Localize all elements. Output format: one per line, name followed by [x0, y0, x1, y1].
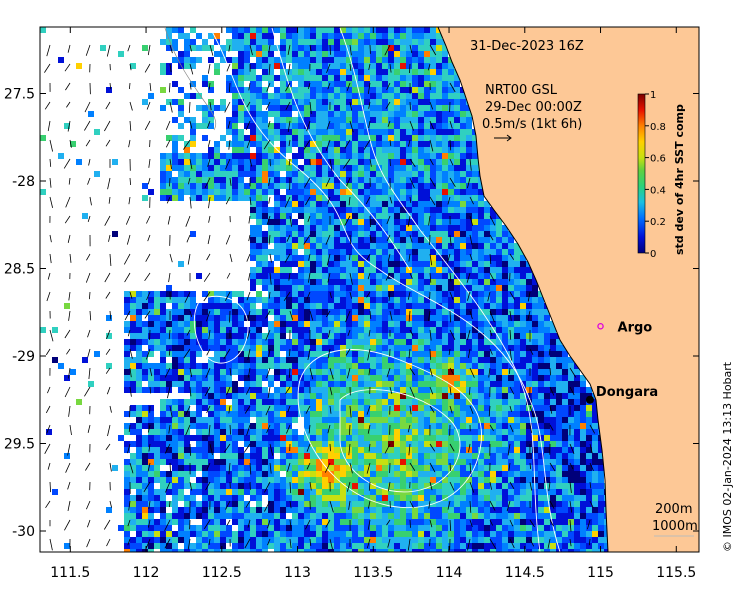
x-tick-label: 112.5	[202, 565, 242, 581]
y-axis: 27.5 -28 28.5 -29 29.5 -30	[4, 87, 699, 540]
x-tick-label: 112	[133, 565, 160, 581]
colorbar-tick-label: 1	[650, 90, 656, 101]
colorbar-gradient	[637, 93, 646, 254]
current-date: 29-Dec 00:00Z	[485, 100, 582, 115]
place-label: Dongara	[596, 385, 658, 400]
isobath-1000m: 1000m	[652, 519, 698, 534]
vector-scale-label: 0.5m/s (1kt 6h)	[482, 117, 582, 132]
colorbar-tick-label: 0.8	[650, 122, 666, 133]
colorbar-tick-label: 0.2	[650, 217, 666, 228]
x-tick-label: 111.5	[50, 565, 90, 581]
x-tick-label: 113	[284, 565, 311, 581]
product-label: NRT00 GSL	[485, 83, 558, 98]
y-tick-label: -28	[12, 174, 35, 190]
x-tick-label: 114.5	[505, 565, 545, 581]
x-tick-label: 115	[587, 565, 614, 581]
coastal-outline-north	[164, 27, 217, 131]
y-tick-label: 29.5	[4, 437, 35, 453]
place-markers: Argo Dongara	[585, 320, 658, 404]
y-tick-label: 28.5	[4, 262, 35, 278]
plot-frame	[39, 26, 700, 553]
place-label: Argo	[618, 320, 653, 335]
x-tick-label: 113.5	[353, 565, 393, 581]
town-marker-icon	[585, 395, 594, 404]
y-tick-label: -30	[12, 524, 35, 540]
argo-marker-icon	[597, 322, 604, 330]
colorbar-tick-label: 0.4	[650, 185, 666, 196]
x-axis: 111.5 112 112.5 113 113.5 114 114.5 115 115.5	[50, 27, 696, 581]
sst-field	[40, 27, 610, 552]
colorbar-label: std dev of 4hr SST comp	[673, 104, 686, 255]
colorbar: 0 0.2 0.4 0.6 0.8 1	[637, 90, 666, 260]
x-tick-label: 114	[436, 565, 463, 581]
credit-text: © IMOS 02-Jan-2024 13:13 Hobart	[721, 361, 734, 552]
colorbar-tick-label: 0.6	[650, 154, 666, 165]
title-time: 31-Dec-2023 16Z	[470, 39, 584, 54]
map-plot-area	[40, 27, 699, 552]
current-vectors	[44, 44, 596, 551]
y-tick-label: -29	[12, 349, 35, 365]
land-mass	[437, 27, 699, 552]
x-tick-label: 115.5	[656, 565, 696, 581]
isobath-200m: 200m	[655, 502, 692, 517]
y-tick-label: 27.5	[4, 87, 35, 103]
colorbar-tick-label: 0	[650, 249, 656, 260]
vector-scale-arrow	[494, 134, 512, 142]
